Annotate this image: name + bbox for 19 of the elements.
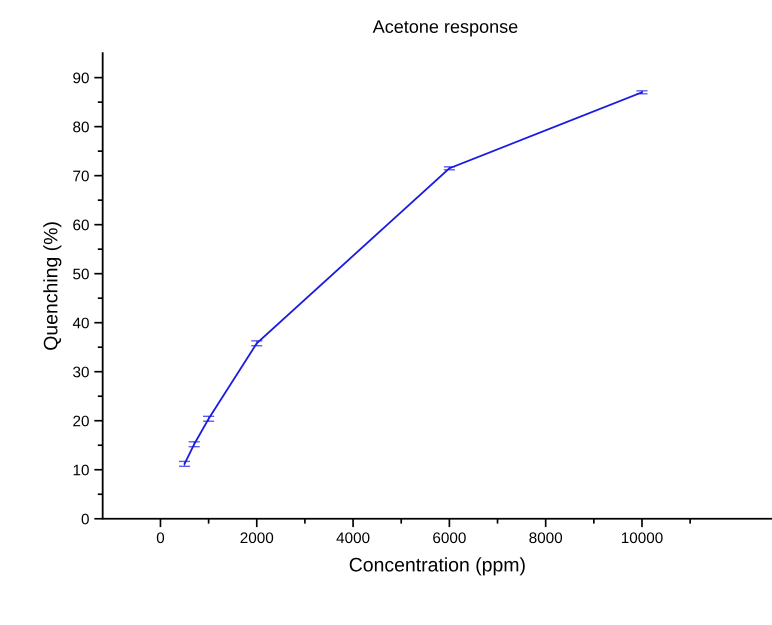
x-tick-label: 4000 [336, 532, 370, 544]
y-tick-label: 20 [73, 416, 89, 426]
x-tick-label: 6000 [433, 532, 466, 544]
chart-title: Acetone response [372, 20, 518, 37]
x-axis-title: Concentration (ppm) [350, 557, 525, 576]
y-axis-title: Quenching (%) [43, 222, 62, 350]
y-tick-label: 30 [73, 366, 89, 378]
y-tick-label: 50 [73, 268, 89, 280]
x-tick-label: 8000 [529, 532, 562, 544]
y-tick-label: 10 [74, 464, 89, 476]
y-tick-label: 90 [73, 72, 89, 84]
y-tick-label: 0 [82, 514, 89, 524]
x-tick-label: 0 [156, 532, 164, 544]
y-tick-label: 60 [73, 220, 89, 230]
y-tick-label: 70 [73, 170, 89, 182]
x-tick-label: 10000 [622, 532, 663, 544]
x-tick-label: 2000 [240, 532, 274, 544]
y-tick-label: 40 [72, 318, 89, 328]
y-tick-label: 80 [73, 122, 89, 132]
